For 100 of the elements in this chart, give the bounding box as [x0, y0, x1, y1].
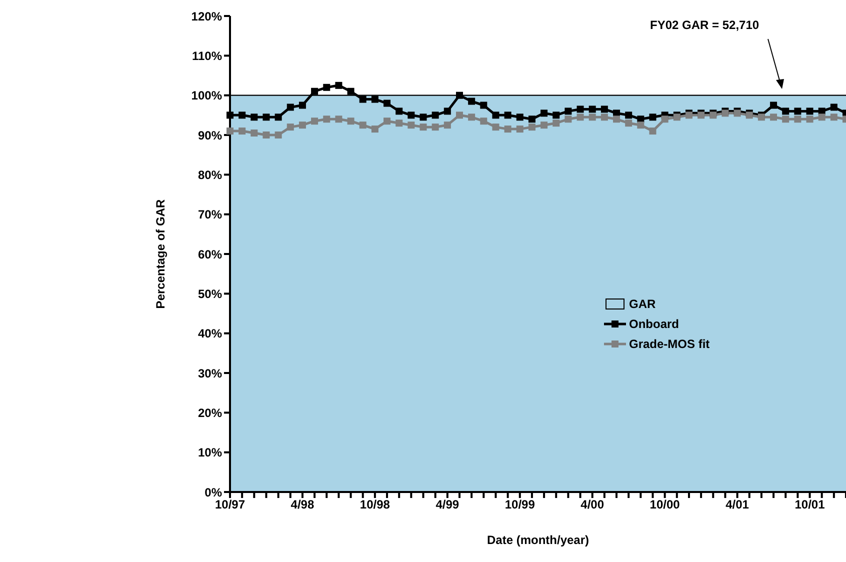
point — [818, 114, 826, 121]
point — [335, 116, 342, 123]
y-tick-label: 60% — [198, 247, 222, 262]
point — [359, 96, 366, 103]
point — [794, 108, 802, 115]
y-tick-label: 30% — [198, 366, 222, 380]
point — [552, 120, 560, 127]
point — [830, 104, 838, 111]
point — [226, 128, 234, 135]
point — [347, 118, 354, 125]
point — [552, 112, 560, 119]
y-tick-label: 20% — [198, 406, 222, 420]
point — [492, 112, 500, 119]
point — [456, 92, 463, 99]
point — [347, 88, 354, 95]
point — [794, 116, 802, 123]
point — [782, 108, 790, 115]
point — [420, 114, 427, 121]
annotation: FY02 GAR = 52,710 — [650, 18, 760, 32]
point — [564, 116, 572, 123]
point — [226, 112, 234, 119]
y-tick-label: 100% — [191, 88, 222, 103]
point — [528, 116, 536, 123]
point — [480, 102, 488, 109]
y-tick-label: 110% — [192, 48, 222, 63]
point — [396, 108, 403, 115]
point — [456, 112, 463, 119]
point — [516, 126, 524, 133]
point — [600, 106, 608, 113]
point — [625, 120, 632, 127]
y-tick-label: 10% — [198, 446, 222, 460]
x-tick-label: 10/98 — [360, 498, 390, 512]
point — [274, 132, 282, 138]
y-tick-label: 50% — [198, 286, 222, 301]
point — [311, 88, 318, 95]
legend-label: Onboard — [629, 317, 679, 331]
point — [420, 124, 427, 131]
point — [540, 122, 548, 129]
x-tick-label: 10/97 — [214, 498, 246, 512]
point — [564, 108, 572, 115]
legend-label: GAR — [629, 297, 656, 311]
point — [830, 114, 838, 121]
point — [637, 122, 644, 129]
point — [323, 84, 330, 91]
y-tick-label: 90% — [198, 128, 222, 142]
point — [371, 96, 378, 103]
x-tick-label: 10/99 — [504, 498, 536, 512]
point — [661, 116, 668, 123]
x-tick-label: 10/00 — [650, 498, 680, 512]
point — [806, 116, 814, 123]
point — [782, 116, 790, 123]
point — [770, 114, 778, 121]
point — [468, 114, 476, 121]
point — [770, 102, 778, 109]
point — [274, 114, 282, 121]
point — [468, 98, 476, 105]
point — [528, 124, 536, 131]
point — [504, 112, 512, 119]
point — [432, 124, 439, 131]
point — [408, 112, 415, 119]
point — [444, 108, 451, 115]
point — [384, 100, 391, 107]
y-tick-label: 70% — [198, 208, 222, 222]
point — [540, 110, 548, 117]
x-tick-label: 4/00 — [580, 498, 604, 512]
point — [408, 122, 415, 129]
point — [649, 114, 656, 121]
point — [359, 122, 366, 129]
point — [371, 126, 378, 133]
point — [516, 114, 524, 121]
point — [600, 114, 608, 121]
x-tick-label: 4/01 — [726, 498, 750, 512]
point — [625, 112, 632, 119]
y-tick-label: 120% — [191, 9, 222, 24]
y-tick-label: 80% — [198, 168, 222, 182]
y-tick-label: 40% — [198, 326, 222, 341]
point — [396, 120, 403, 127]
legend-label: Grade-MOS fit — [629, 337, 710, 351]
point — [250, 130, 258, 137]
x-tick-label: 4/99 — [436, 498, 460, 512]
y-tick-label: 0% — [204, 485, 222, 500]
x-tick-label: 10/01 — [794, 498, 826, 512]
point — [806, 108, 814, 115]
point — [262, 114, 270, 121]
y-axis-title: Percentage of GAR — [153, 198, 168, 309]
point — [576, 114, 584, 121]
point — [286, 104, 294, 111]
point — [492, 124, 500, 131]
point — [576, 106, 584, 113]
point — [432, 112, 439, 119]
point — [238, 128, 246, 135]
point — [504, 126, 512, 133]
point — [588, 114, 596, 121]
point — [286, 124, 294, 131]
point — [250, 114, 258, 121]
point — [298, 122, 306, 129]
point — [335, 82, 342, 89]
point — [238, 112, 246, 119]
point — [613, 116, 620, 123]
point — [649, 128, 656, 135]
